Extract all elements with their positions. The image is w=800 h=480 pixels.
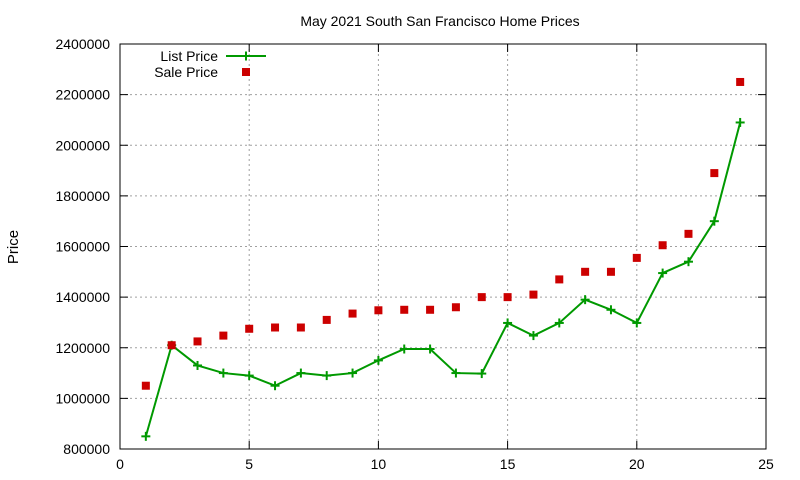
sale-price-point xyxy=(503,293,512,302)
y-tick-label: 1600000 xyxy=(55,239,110,255)
sale-price-point xyxy=(581,267,590,276)
y-tick-label: 800000 xyxy=(63,441,110,457)
data-series xyxy=(141,77,745,441)
list-price-point xyxy=(193,360,203,370)
sale-price-point xyxy=(451,303,460,312)
list-price-point xyxy=(580,295,590,305)
x-tick-label: 0 xyxy=(116,456,124,472)
sale-price-point xyxy=(710,169,719,178)
list-price-point xyxy=(503,318,513,328)
sale-price-point xyxy=(167,341,176,350)
list-price-point xyxy=(735,117,745,127)
x-tick-label: 20 xyxy=(629,456,645,472)
sale-price-point xyxy=(322,315,331,324)
legend-swatch-marker xyxy=(242,68,250,76)
sale-price-point xyxy=(296,323,305,332)
gridlines xyxy=(120,44,766,449)
x-tick-label: 25 xyxy=(758,456,774,472)
list-price-point xyxy=(477,369,487,379)
legend-label: List Price xyxy=(160,48,218,64)
sale-price-point xyxy=(426,305,435,314)
y-tick-label: 1800000 xyxy=(55,188,110,204)
legend-label: Sale Price xyxy=(154,64,218,80)
list-price-point xyxy=(554,318,564,328)
sale-price-point xyxy=(348,309,357,318)
y-tick-label: 2400000 xyxy=(55,36,110,52)
sale-price-point xyxy=(193,337,202,346)
sale-price-point xyxy=(658,241,667,250)
list-price-point xyxy=(218,368,228,378)
list-price-point xyxy=(399,344,409,354)
sale-price-point xyxy=(529,290,538,299)
list-price-point xyxy=(528,331,538,341)
sale-price-point xyxy=(400,305,409,314)
x-tick-label: 5 xyxy=(245,456,253,472)
list-price-point xyxy=(348,368,358,378)
sale-price-point xyxy=(632,253,641,262)
sale-price-point xyxy=(736,77,745,86)
list-price-point xyxy=(141,431,151,441)
list-price-point xyxy=(709,216,719,226)
sale-price-point xyxy=(374,306,383,315)
list-price-point xyxy=(683,257,693,267)
sale-price-point xyxy=(219,331,228,340)
sale-price-point xyxy=(271,323,280,332)
sale-price-point xyxy=(555,275,564,284)
list-price-point xyxy=(425,344,435,354)
chart-title: May 2021 South San Francisco Home Prices xyxy=(300,13,579,29)
sale-price-point xyxy=(141,381,150,390)
sale-price-point xyxy=(245,324,254,333)
y-tick-label: 1400000 xyxy=(55,289,110,305)
list-price-point xyxy=(322,371,332,381)
list-price-line xyxy=(144,122,742,437)
list-price-point xyxy=(373,355,383,365)
y-tick-label: 2000000 xyxy=(55,137,110,153)
list-price-point xyxy=(658,268,668,278)
sale-price-point xyxy=(477,293,486,302)
axis-ticks: 800000 1000000 1200000 1400000 1600000 180000… xyxy=(55,36,774,472)
y-tick-label: 2200000 xyxy=(55,87,110,103)
x-tick-label: 10 xyxy=(371,456,387,472)
x-tick-label: 15 xyxy=(500,456,516,472)
sale-price-point xyxy=(684,229,693,238)
y-tick-label: 1000000 xyxy=(55,390,110,406)
list-price-point xyxy=(606,305,616,315)
list-price-point xyxy=(270,381,280,391)
list-price-point xyxy=(451,368,461,378)
sale-price-point xyxy=(606,267,615,276)
plot-frame xyxy=(119,43,767,450)
list-price-point xyxy=(632,318,642,328)
legend-swatch-marker xyxy=(241,51,251,61)
y-axis-label: Price xyxy=(5,230,22,264)
list-price-point xyxy=(244,371,254,381)
y-tick-label: 1200000 xyxy=(55,340,110,356)
list-price-point xyxy=(296,368,306,378)
